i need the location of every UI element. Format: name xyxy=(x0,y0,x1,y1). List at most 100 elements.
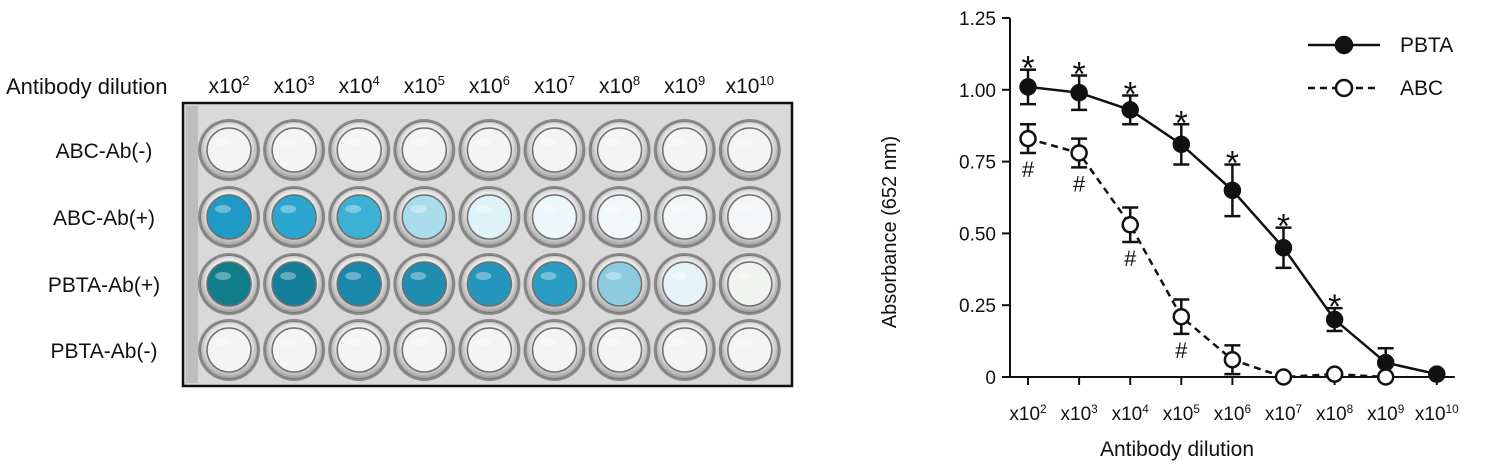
legend-label: ABC xyxy=(1400,77,1443,100)
plate-well xyxy=(653,119,716,181)
data-point xyxy=(1325,365,1344,383)
chart-legend: PBTA ABC xyxy=(1308,34,1453,100)
plate-well xyxy=(588,119,651,181)
plate-column-label: x1010 xyxy=(726,73,774,98)
data-point xyxy=(1172,135,1191,154)
y-axis-label: Absorbance (652 nm) xyxy=(879,136,901,328)
x-tick-labels: x102 x103 x104 x105 x106 x107 x108 x109 x1010 xyxy=(1009,403,1459,425)
y-tick-label: 0.75 xyxy=(959,153,996,174)
plate-well xyxy=(458,186,521,248)
y-tick-label: 1.25 xyxy=(959,9,996,30)
significance-asterisk: * xyxy=(1072,55,1085,93)
plate-well xyxy=(718,253,781,315)
plate-column-label: x102 xyxy=(208,73,249,98)
series-line xyxy=(1027,85,1438,376)
plate-column-label: x109 xyxy=(664,73,705,98)
x-axis-label: Antibody dilution xyxy=(1100,438,1254,461)
plate-figure: Antibody dilution x102 x103 x104 x105 x106 x1… xyxy=(6,73,794,388)
plate-well xyxy=(588,319,651,381)
plate-row-label: ABC-Ab(+) xyxy=(53,207,155,230)
plate-well xyxy=(393,119,456,181)
data-point xyxy=(1070,144,1088,162)
plate-well xyxy=(198,186,260,248)
y-tick-label: 1.00 xyxy=(959,81,996,102)
data-point xyxy=(1428,365,1446,383)
data-point xyxy=(1274,368,1293,386)
plate-well xyxy=(718,186,781,248)
data-point xyxy=(1121,101,1139,119)
x-tick-label: x106 xyxy=(1214,403,1252,425)
plate-column-labels: x102 x103 x104 x105 x106 x107 x108 x109 x1010 xyxy=(208,73,774,98)
plate-well xyxy=(523,119,586,181)
legend-label: PBTA xyxy=(1400,34,1453,57)
plate-column-label: x107 xyxy=(534,73,575,98)
plate-well xyxy=(393,253,456,315)
significance-asterisk: * xyxy=(1328,288,1341,326)
data-point xyxy=(1376,368,1395,386)
series-abc: # # # # xyxy=(1019,123,1395,386)
plate-well xyxy=(653,319,716,381)
plate-well xyxy=(328,186,391,248)
plate-well xyxy=(588,253,651,315)
x-tick-label: x105 xyxy=(1163,403,1201,425)
data-point xyxy=(1121,216,1139,234)
plate-column-label: x104 xyxy=(339,73,380,98)
x-tick-label: x109 xyxy=(1367,403,1404,425)
x-tick-label: x102 xyxy=(1009,403,1046,425)
legend-item: ABC xyxy=(1308,77,1443,100)
plate-well xyxy=(523,253,586,315)
plate-well xyxy=(198,119,260,181)
significance-asterisk: * xyxy=(1021,50,1034,88)
data-point xyxy=(1274,239,1293,257)
x-tick-label: x107 xyxy=(1265,403,1302,425)
plate-column-label: x103 xyxy=(274,73,315,98)
data-point xyxy=(1070,83,1088,102)
data-point xyxy=(1019,129,1037,148)
plate-well xyxy=(263,319,326,381)
plate-well xyxy=(458,119,521,181)
plate-column-label: x108 xyxy=(599,73,640,98)
plate-column-label: x105 xyxy=(404,73,445,98)
y-tick-label: 0 xyxy=(985,368,996,389)
significance-asterisk: * xyxy=(1124,76,1137,114)
significance-asterisk: * xyxy=(1226,144,1239,182)
significance-hash: # xyxy=(1175,338,1188,363)
plate-panel: Antibody dilution x102 x103 x104 x105 x106 x1… xyxy=(6,73,794,388)
plate-well xyxy=(458,319,521,381)
plate-well xyxy=(718,319,781,381)
significance-asterisk: * xyxy=(1175,104,1188,142)
plate-well xyxy=(718,119,781,181)
chart-axes xyxy=(1002,17,1455,385)
plate-row-labels: ABC-Ab(-) ABC-Ab(+) PBTA-Ab(+) PBTA-Ab(-) xyxy=(48,140,160,363)
plate-well xyxy=(653,186,716,248)
data-point xyxy=(1325,310,1344,329)
plate-well xyxy=(263,119,326,181)
plate-well xyxy=(653,253,716,315)
x-tick-label: x1010 xyxy=(1415,403,1459,425)
y-tick-labels: 0 0.25 0.50 0.75 1.00 1.25 xyxy=(959,9,996,389)
plate-well xyxy=(328,319,391,381)
chart-series: * * * * * * * # # # # xyxy=(1019,50,1446,386)
plate-well xyxy=(263,186,326,248)
significance-asterisk: * xyxy=(1277,208,1290,246)
plate-well xyxy=(263,253,326,315)
data-point xyxy=(1172,307,1191,326)
series-pbta: * * * * * * * xyxy=(1019,50,1446,383)
x-tick-label: x108 xyxy=(1316,403,1354,425)
plate-well xyxy=(393,186,456,248)
data-point xyxy=(1223,351,1242,369)
y-tick-label: 0.25 xyxy=(959,296,996,317)
plate-well xyxy=(328,253,391,315)
x-tick-label: x104 xyxy=(1112,403,1150,425)
plate-column-label: x106 xyxy=(469,73,510,98)
data-point xyxy=(1376,353,1395,372)
absorbance-chart: 00.250.500.751.001.25 x102 x103 x104 x105 x1… xyxy=(879,9,1459,461)
plate-well xyxy=(328,119,391,181)
significance-hash: # xyxy=(1022,157,1035,182)
plate-well xyxy=(523,186,586,248)
y-tick-label: 0.50 xyxy=(959,224,996,245)
data-point xyxy=(1019,78,1037,96)
plate-header-label: Antibody dilution xyxy=(6,74,167,99)
x-tick-label: x103 xyxy=(1061,403,1099,425)
plate-well xyxy=(198,319,260,381)
